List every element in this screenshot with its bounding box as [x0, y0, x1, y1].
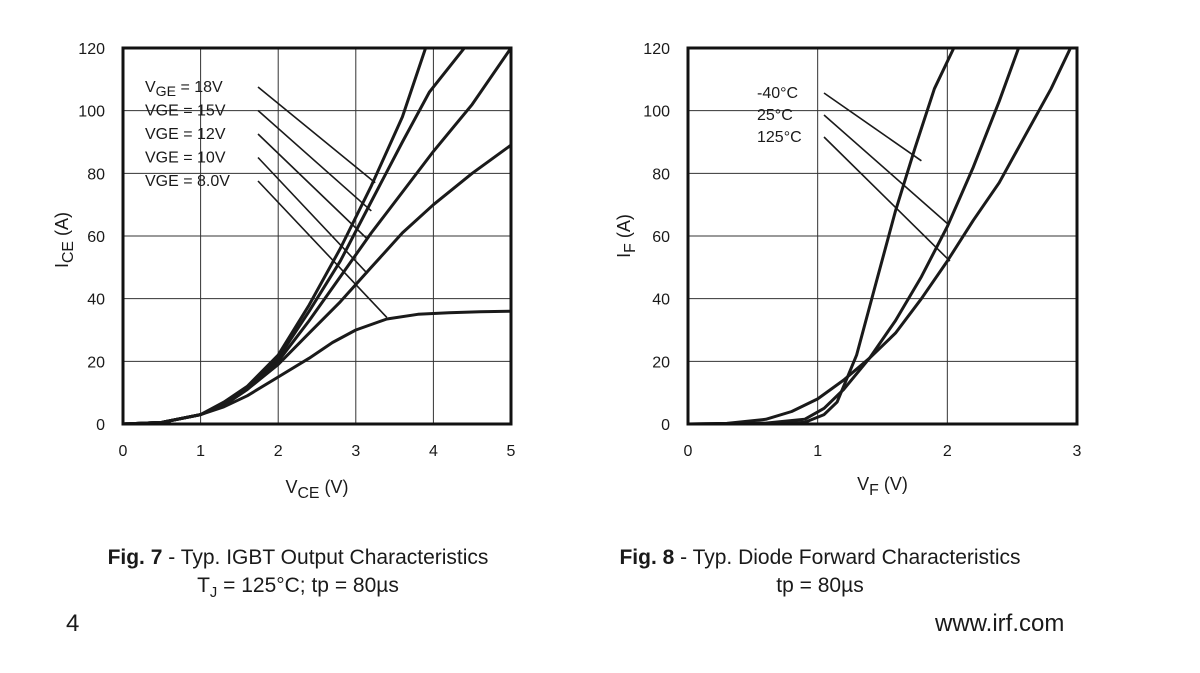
fig8-xtick-label: 0 — [684, 443, 693, 460]
fig8-ytick-label: 80 — [652, 166, 670, 183]
fig7-y-axis-label: ICE (A) — [52, 212, 77, 268]
fig8-legend-leader — [823, 136, 951, 262]
fig7-ytick-label: 80 — [87, 166, 105, 183]
fig7-legend-leader — [257, 156, 369, 275]
fig8-label: Fig. 8 — [619, 546, 675, 569]
fig8-x-axis-label: VF (V) — [857, 474, 908, 499]
fig8-legend-leader — [823, 114, 948, 225]
fig7-legend-label: VGE = 12V — [145, 126, 226, 143]
diode-forward-chart: 0 1 2 3 0 20 40 60 80 100 120 -40°C 25°C 125°C VF (V) I… — [614, 41, 1082, 499]
fig7-ytick-label: 120 — [78, 41, 105, 58]
fig8-legend-label: 25°C — [757, 107, 793, 124]
fig7-xtick-label: 1 — [196, 443, 205, 460]
fig8-ytick-label: 100 — [643, 104, 670, 121]
fig7-legend-label: VGE = 18V — [145, 79, 223, 99]
fig7-conditions-text: = 125°C; tp = 80µs — [223, 574, 399, 597]
fig7-x-axis-label: VCE (V) — [285, 477, 348, 502]
website-link[interactable]: www.irf.com — [935, 610, 1065, 637]
fig7-plot-frame — [121, 46, 513, 426]
fig8-xtick-label: 1 — [813, 443, 822, 460]
fig7-legend-label: VGE = 8.0V — [145, 173, 230, 190]
fig8-xtick-label: 3 — [1073, 443, 1082, 460]
fig7-label: Fig. 7 — [107, 546, 163, 569]
fig7-ytick-label: 0 — [96, 417, 105, 434]
fig7-caption-title: Fig. 7 - Typ. IGBT Output Characteristic… — [18, 544, 578, 572]
fig7-legend-label: VGE = 10V — [145, 150, 226, 167]
fig8-plot-frame — [686, 46, 1079, 426]
fig8-title: - Typ. Diode Forward Characteristics — [680, 546, 1021, 569]
fig7-xtick-label: 0 — [119, 443, 128, 460]
fig7-tj-sub: J — [209, 585, 218, 601]
fig8-ytick-label: 120 — [643, 41, 670, 58]
fig7-legend-leader — [257, 109, 372, 212]
fig8-conditions: tp = 80µs — [776, 574, 864, 597]
fig7-legend-leader — [257, 86, 376, 184]
fig7-xtick-label: 2 — [274, 443, 283, 460]
fig7-tj-symbol: T — [197, 574, 210, 597]
fig8-series-line-2 — [688, 48, 1072, 424]
fig8-ytick-label: 40 — [652, 292, 670, 309]
fig7-legend-label: VGE = 15V — [145, 103, 226, 120]
fig7-legend-leader — [257, 133, 368, 240]
fig7-ytick-label: 40 — [87, 292, 105, 309]
fig7-xtick-label: 4 — [429, 443, 438, 460]
fig8-xtick-label: 2 — [943, 443, 952, 460]
fig8-y-axis-label: IF (A) — [614, 214, 639, 258]
fig7-ytick-label: 60 — [87, 229, 105, 246]
fig7-ytick-label: 20 — [87, 354, 105, 371]
fig7-title: - Typ. IGBT Output Characteristics — [168, 546, 489, 569]
fig8-legend-leader — [823, 92, 922, 162]
fig8-ytick-label: 60 — [652, 229, 670, 246]
page-number: 4 — [66, 610, 80, 637]
fig7-caption: Fig. 7 - Typ. IGBT Output Characteristic… — [18, 544, 578, 607]
fig8-legend-label: -40°C — [757, 85, 798, 102]
fig8-ytick-label: 0 — [661, 417, 670, 434]
fig7-legend-leader — [257, 180, 388, 319]
fig8-caption-title: Fig. 8 - Typ. Diode Forward Characterist… — [540, 544, 1100, 572]
fig8-legend-label: 125°C — [757, 129, 802, 146]
fig7-ytick-label: 100 — [78, 104, 105, 121]
fig8-caption: Fig. 8 - Typ. Diode Forward Characterist… — [540, 544, 1100, 600]
fig8-ytick-label: 20 — [652, 354, 670, 371]
igbt-output-chart: 0 1 2 3 4 5 0 20 40 60 80 100 120 VGE = 18V VGE = 15V V… — [52, 41, 516, 502]
fig7-series-line-4 — [123, 309, 511, 424]
fig7-conditions: TJ = 125°C; tp = 80µs — [18, 572, 578, 607]
fig7-xtick-label: 5 — [507, 443, 516, 460]
fig8-series-line-1 — [688, 48, 1021, 424]
fig7-xtick-label: 3 — [351, 443, 360, 460]
